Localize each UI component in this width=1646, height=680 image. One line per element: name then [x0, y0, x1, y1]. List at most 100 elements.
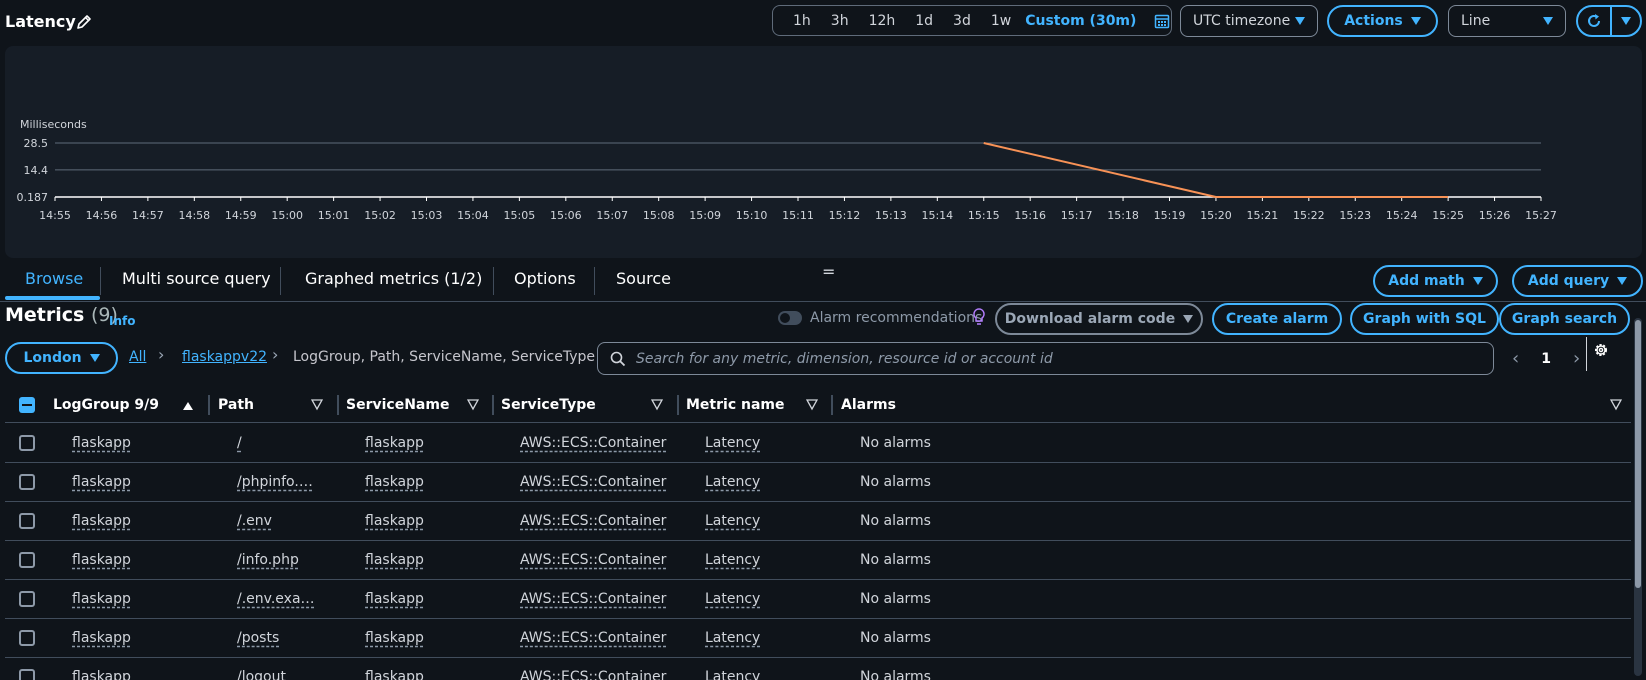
servicetype-cell[interactable]: AWS::ECS::Container	[520, 669, 667, 680]
row-checkbox[interactable]	[19, 435, 35, 451]
row-checkbox[interactable]	[19, 669, 35, 680]
servicetype-cell[interactable]: AWS::ECS::Container	[520, 474, 667, 490]
latency-series-line[interactable]	[983, 142, 1449, 198]
loggroup-cell[interactable]: flaskapp	[72, 591, 131, 607]
create-alarm-button[interactable]: Create alarm	[1212, 303, 1342, 335]
table-row[interactable]: flaskapp / flaskapp AWS::ECS::Container …	[5, 424, 1631, 463]
column-servicetype[interactable]: ServiceType	[501, 397, 596, 413]
loggroup-cell[interactable]: flaskapp	[72, 513, 131, 529]
graph-with-sql-button[interactable]: Graph with SQL	[1350, 303, 1499, 335]
tab-options[interactable]: Options	[514, 269, 576, 288]
range-1w-button[interactable]: 1w	[990, 12, 1012, 29]
row-checkbox[interactable]	[19, 513, 35, 529]
loggroup-cell[interactable]: flaskapp	[72, 552, 131, 568]
path-cell[interactable]: /	[237, 435, 242, 451]
filter-icon[interactable]	[1610, 399, 1622, 411]
servicename-cell[interactable]: flaskapp	[365, 552, 424, 568]
servicetype-cell[interactable]: AWS::ECS::Container	[520, 630, 667, 646]
servicetype-cell[interactable]: AWS::ECS::Container	[520, 513, 667, 529]
column-alarms[interactable]: Alarms	[841, 397, 896, 413]
select-all-checkbox[interactable]	[19, 397, 35, 413]
servicetype-cell[interactable]: AWS::ECS::Container	[520, 552, 667, 568]
search-input[interactable]	[636, 350, 1476, 367]
column-metric-name[interactable]: Metric name	[686, 397, 785, 413]
table-row[interactable]: flaskapp /.env.exa… flaskapp AWS::ECS::C…	[5, 580, 1631, 619]
row-checkbox[interactable]	[19, 474, 35, 490]
path-cell[interactable]: /posts	[237, 630, 280, 646]
breadcrumb-all[interactable]: All	[129, 349, 147, 365]
refresh-icon[interactable]	[1585, 12, 1603, 30]
servicename-cell[interactable]: flaskapp	[365, 435, 424, 451]
calendar-icon[interactable]	[1154, 13, 1170, 29]
actions-button[interactable]: Actions	[1327, 5, 1438, 37]
region-select[interactable]: London	[5, 342, 118, 374]
metric-name-cell[interactable]: Latency	[705, 513, 761, 529]
column-loggroup[interactable]: LogGroup 9/9	[53, 397, 160, 413]
path-cell[interactable]: /.env	[237, 513, 272, 529]
tab-graphed-metrics[interactable]: Graphed metrics (1/2)	[305, 269, 483, 288]
range-12h-button[interactable]: 12h	[868, 12, 896, 29]
graph-search-button[interactable]: Graph search	[1499, 303, 1630, 335]
gear-icon[interactable]	[1592, 341, 1610, 359]
add-math-button[interactable]: Add math	[1373, 265, 1498, 297]
timezone-select[interactable]: UTC timezone	[1180, 5, 1318, 37]
loggroup-cell[interactable]: flaskapp	[72, 435, 131, 451]
current-page[interactable]: 1	[1541, 350, 1551, 367]
servicename-cell[interactable]: flaskapp	[365, 630, 424, 646]
row-checkbox[interactable]	[19, 630, 35, 646]
filter-icon[interactable]	[806, 399, 818, 411]
pencil-icon[interactable]	[76, 14, 92, 30]
info-link[interactable]: Info	[109, 314, 136, 328]
loggroup-cell[interactable]: flaskapp	[72, 474, 131, 490]
path-cell[interactable]: /info.php	[237, 552, 299, 568]
range-3h-button[interactable]: 3h	[830, 12, 849, 29]
path-cell[interactable]: /phpinfo.…	[237, 474, 313, 490]
table-row[interactable]: flaskapp /logout flaskapp AWS::ECS::Cont…	[5, 658, 1631, 680]
loggroup-cell[interactable]: flaskapp	[72, 630, 131, 646]
row-checkbox[interactable]	[19, 591, 35, 607]
servicename-cell[interactable]: flaskapp	[365, 591, 424, 607]
resize-handle-icon[interactable]: =	[822, 262, 836, 281]
filter-icon[interactable]	[311, 399, 323, 411]
tab-source[interactable]: Source	[616, 269, 671, 288]
servicename-cell[interactable]: flaskapp	[365, 669, 424, 680]
refresh-options-chevron-icon[interactable]	[1621, 17, 1631, 25]
filter-icon[interactable]	[467, 399, 479, 411]
table-row[interactable]: flaskapp /info.php flaskapp AWS::ECS::Co…	[5, 541, 1631, 580]
alarm-recommendations-toggle[interactable]	[778, 311, 802, 325]
tab-browse[interactable]: Browse	[25, 269, 84, 288]
path-cell[interactable]: /logout	[237, 669, 286, 680]
table-row[interactable]: flaskapp /phpinfo.… flaskapp AWS::ECS::C…	[5, 463, 1631, 502]
add-query-button[interactable]: Add query	[1512, 265, 1643, 297]
metric-name-cell[interactable]: Latency	[705, 591, 761, 607]
table-row[interactable]: flaskapp /.env flaskapp AWS::ECS::Contai…	[5, 502, 1631, 541]
range-3d-button[interactable]: 3d	[953, 12, 971, 29]
metric-name-cell[interactable]: Latency	[705, 552, 761, 568]
servicename-cell[interactable]: flaskapp	[365, 513, 424, 529]
breadcrumb-namespace[interactable]: flaskappv22	[182, 349, 268, 365]
row-checkbox[interactable]	[19, 552, 35, 568]
sort-ascending-icon[interactable]	[183, 402, 193, 410]
servicetype-cell[interactable]: AWS::ECS::Container	[520, 435, 667, 451]
loggroup-cell[interactable]: flaskapp	[72, 669, 131, 680]
scrollbar-thumb[interactable]	[1635, 320, 1641, 588]
column-path[interactable]: Path	[218, 397, 254, 413]
metric-name-cell[interactable]: Latency	[705, 435, 761, 451]
column-servicename[interactable]: ServiceName	[346, 397, 450, 413]
download-alarm-code-button[interactable]: Download alarm code	[995, 303, 1203, 335]
chart-type-select[interactable]: Line	[1448, 5, 1566, 37]
filter-icon[interactable]	[651, 399, 663, 411]
next-page-icon[interactable]: ›	[1572, 348, 1581, 369]
metric-name-cell[interactable]: Latency	[705, 669, 761, 680]
metric-name-cell[interactable]: Latency	[705, 474, 761, 490]
metric-name-cell[interactable]: Latency	[705, 630, 761, 646]
range-1h-button[interactable]: 1h	[793, 12, 811, 29]
servicetype-cell[interactable]: AWS::ECS::Container	[520, 591, 667, 607]
custom-range-button[interactable]: Custom (30m)	[1025, 12, 1137, 29]
servicename-cell[interactable]: flaskapp	[365, 474, 424, 490]
tab-multi-source-query[interactable]: Multi source query	[122, 269, 271, 288]
previous-page-icon[interactable]: ‹	[1512, 348, 1520, 369]
table-row[interactable]: flaskapp /posts flaskapp AWS::ECS::Conta…	[5, 619, 1631, 658]
path-cell[interactable]: /.env.exa…	[237, 591, 315, 607]
range-1d-button[interactable]: 1d	[915, 12, 934, 29]
